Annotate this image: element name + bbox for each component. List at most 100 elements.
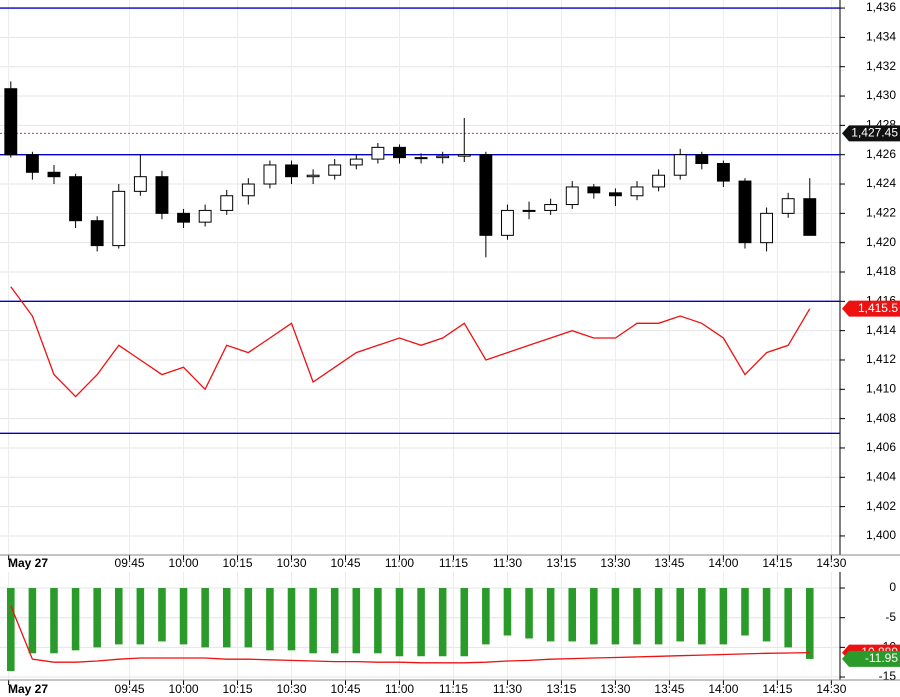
bar	[266, 588, 274, 651]
candle-body	[652, 174, 666, 188]
bar	[676, 588, 684, 642]
candle-body	[414, 157, 428, 160]
bar	[395, 588, 404, 657]
x-tick-label: 10:45	[330, 682, 360, 696]
x-tick-label: May 27	[8, 556, 48, 570]
bar	[201, 588, 209, 648]
candle-body	[695, 154, 709, 164]
candle-body	[393, 146, 406, 159]
y-tick-label: 1,410	[866, 381, 896, 395]
candle-body	[47, 171, 61, 178]
candle-body	[241, 183, 255, 197]
price-tag	[842, 125, 900, 142]
x-tick-label: 13:30	[600, 682, 630, 696]
price-tag-label: 1,427.45	[851, 126, 898, 140]
bar	[309, 588, 317, 654]
bar	[784, 588, 792, 648]
candle-body	[133, 176, 147, 192]
y-tick-label: 1,430	[866, 88, 896, 102]
candle-body	[738, 180, 752, 244]
candle-body	[25, 154, 39, 173]
y-tick-label: 1,424	[866, 176, 896, 190]
candle-body	[436, 155, 450, 159]
x-tick-label: 11:30	[493, 682, 522, 696]
x-tick-label: 10:00	[169, 556, 199, 570]
bar	[633, 588, 641, 645]
bar	[482, 588, 490, 645]
bar	[568, 588, 577, 642]
x-tick-label: 14:00	[708, 556, 738, 570]
bar	[374, 588, 382, 654]
candle-body	[220, 195, 234, 211]
bar	[719, 588, 728, 645]
x-tick-label: 14:00	[708, 682, 738, 696]
bar	[417, 588, 425, 657]
y-tick-label: 1,404	[866, 469, 896, 483]
x-tick-label: May 27	[8, 682, 48, 696]
bar	[438, 588, 447, 657]
y-tick-label: 1,412	[866, 352, 896, 366]
bar	[93, 588, 101, 648]
x-tick-label: 11:30	[493, 556, 522, 570]
x-tick-label: 14:15	[762, 682, 792, 696]
y-tick-label: 1,414	[866, 323, 896, 337]
bar	[352, 588, 361, 654]
candle-body	[608, 192, 622, 197]
bar	[525, 588, 533, 639]
price-tag	[842, 300, 900, 317]
bar	[503, 588, 512, 636]
candle-body	[587, 186, 601, 194]
x-tick-label: 10:30	[277, 556, 307, 570]
price-tag-label: -11.95	[865, 651, 898, 665]
x-tick-label: 13:45	[654, 556, 684, 570]
y-tick-label: 1,420	[866, 235, 896, 249]
panel: 1,400 1,402 1,404 1,406 1,408 1,410 1,412 1,414…	[0, 0, 900, 570]
candle-body	[501, 209, 514, 236]
candle-body	[522, 209, 536, 212]
candle-body	[285, 164, 298, 178]
bar	[136, 588, 145, 645]
price-tag	[842, 650, 900, 667]
y-tick-label: 1,426	[866, 147, 896, 161]
price-tag-label: 1,415.5	[858, 301, 898, 315]
bar	[698, 588, 706, 645]
y-tick-label: 1,402	[866, 499, 896, 513]
bar	[741, 588, 749, 636]
bar	[762, 588, 771, 642]
candle-body	[760, 212, 774, 244]
y-tick-label: -5	[885, 610, 896, 624]
y-tick-label: 1,400	[866, 528, 896, 542]
bar	[654, 588, 663, 645]
x-tick-label: 14:30	[816, 556, 846, 570]
bar	[287, 588, 296, 651]
x-tick-label: 10:00	[169, 682, 199, 696]
bar	[7, 588, 15, 672]
candle-body	[457, 154, 471, 157]
bar	[28, 588, 37, 654]
candle-body	[565, 186, 579, 206]
candle-body	[90, 220, 104, 247]
bar	[590, 588, 598, 645]
candle-body	[69, 176, 83, 222]
candle-body	[177, 212, 190, 223]
x-tick-label: 13:15	[546, 682, 576, 696]
candle-body	[371, 146, 385, 160]
candle-body	[479, 154, 493, 236]
bar	[611, 588, 620, 645]
candle-body	[328, 164, 342, 176]
candle-body	[544, 204, 558, 211]
bar	[244, 588, 253, 648]
candle-body	[263, 164, 277, 185]
bar	[460, 588, 469, 657]
y-tick-label: 1,418	[866, 264, 896, 278]
line-series	[10, 286, 811, 398]
x-tick-label: 11:00	[385, 556, 414, 570]
candle-body	[198, 209, 212, 223]
candle-body	[803, 198, 817, 236]
bar	[114, 588, 123, 645]
y-tick-label: -15	[879, 669, 897, 683]
